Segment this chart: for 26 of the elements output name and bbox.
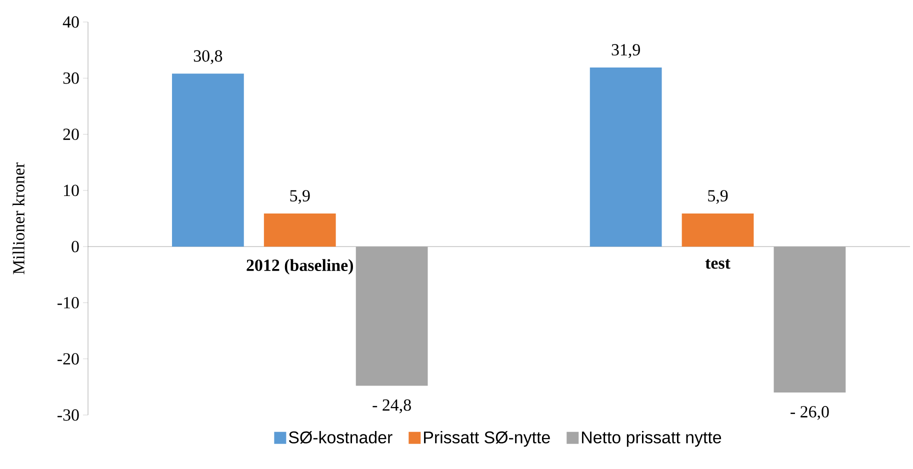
- x-tick-label: test: [705, 259, 730, 269]
- y-tick-label: 40: [62, 16, 79, 28]
- y-tick-label: 10: [64, 184, 79, 196]
- y-tick-label: 0: [72, 240, 79, 252]
- legend-label: SØ-kostnader: [288, 430, 392, 444]
- data-label: 5,9: [708, 190, 728, 204]
- bar: [172, 74, 244, 247]
- y-tick-label: -20: [58, 353, 79, 365]
- y-tick-label: -30: [58, 409, 79, 421]
- data-label: 31,9: [612, 44, 640, 58]
- data-label: 5,9: [290, 190, 310, 204]
- y-axis-title: Millioner kroner: [12, 162, 24, 274]
- x-tick-label: 2012 (baseline): [246, 259, 353, 274]
- data-label: - 26,0: [790, 406, 829, 420]
- bar: [774, 246, 846, 393]
- data-label: 30,8: [194, 50, 222, 64]
- bar: [356, 246, 428, 386]
- y-tick-label: -10: [58, 297, 79, 308]
- legend-label: Prissatt SØ-nytte: [424, 430, 550, 447]
- data-label: - 24,8: [372, 399, 411, 414]
- y-tick-label: 20: [63, 128, 79, 140]
- bar: [682, 213, 754, 247]
- legend-label: Netto prissatt nytte: [582, 430, 722, 447]
- bar: [264, 213, 336, 247]
- bar: [590, 67, 662, 247]
- y-tick-label: 30: [63, 72, 79, 84]
